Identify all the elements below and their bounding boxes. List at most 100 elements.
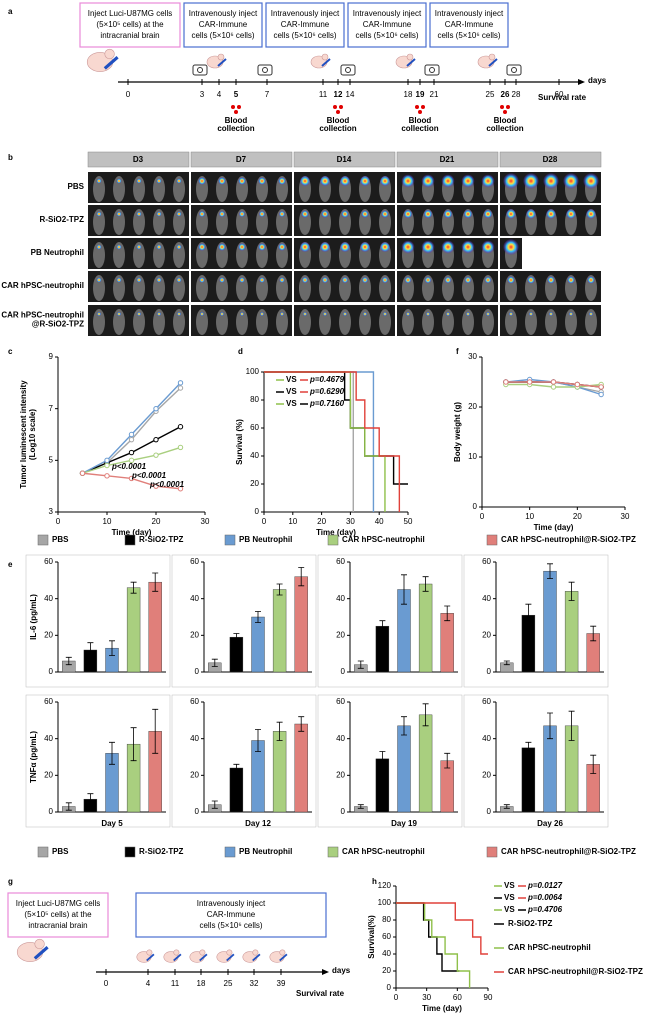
- mouse-image: [113, 176, 125, 202]
- signal-blob: [279, 277, 285, 283]
- box-text: cells (5×10⁶ cells): [355, 31, 418, 40]
- y-tick-label: 60: [190, 697, 199, 706]
- signal-blob: [583, 173, 599, 189]
- signal-blob: [441, 174, 455, 188]
- box-text: Intravenously inject: [189, 9, 258, 18]
- box-text: cells (5×10⁶ cells): [199, 921, 262, 930]
- signal-blob: [156, 244, 162, 250]
- blood-label: collection: [319, 124, 356, 133]
- syringe-icon: [252, 953, 261, 962]
- error-bar: [130, 581, 137, 594]
- error-bar: [65, 802, 72, 811]
- bar: [397, 725, 411, 813]
- blood-drop: [421, 105, 425, 109]
- bar: [272, 589, 287, 673]
- y-tick-label: 60: [336, 697, 345, 706]
- error-bar: [444, 605, 451, 622]
- protocol-box: [265, 2, 345, 48]
- panel-label: b: [8, 153, 13, 162]
- signal-blob: [156, 277, 162, 283]
- panel-label: c: [8, 347, 13, 356]
- signal-blob: [546, 209, 556, 219]
- mouse-icon: [226, 949, 233, 956]
- legend-swatch: [124, 846, 136, 858]
- row-label: @R-SiO2-TPZ: [32, 320, 84, 329]
- y-tick-label: 40: [482, 734, 491, 743]
- day-label: 26: [501, 90, 510, 99]
- error-bar: [525, 603, 532, 627]
- legend-label: CAR hPSC-neutrophil@R-SiO2-TPZ: [508, 967, 643, 976]
- box-text: CAR-Immune: [363, 20, 412, 29]
- y-tick-label: 40: [336, 734, 345, 743]
- signal-blob: [136, 211, 142, 217]
- y-tick-label: 20: [482, 770, 491, 779]
- camera-icon: [257, 64, 273, 76]
- signal-blob: [218, 210, 226, 218]
- data-point: [177, 380, 184, 386]
- mouse-icon: [406, 53, 414, 61]
- p-value: p=0.4679: [309, 375, 345, 384]
- bar: [543, 570, 557, 673]
- signal-blob: [156, 211, 162, 217]
- day-label: 25: [224, 979, 233, 988]
- column-label: D7: [236, 155, 247, 164]
- y-tick-label: 9: [49, 352, 54, 361]
- subplot-frame: [463, 554, 609, 688]
- legend-label: CAR hPSC-neutrophil@R-SiO2-TPZ: [501, 847, 636, 856]
- signal-blob: [238, 177, 246, 185]
- mouse-image: [565, 309, 577, 335]
- data-point: [550, 384, 557, 390]
- mouse-icon: [199, 949, 206, 956]
- y-tick-label: 20: [482, 630, 491, 639]
- signal-blob: [569, 312, 573, 316]
- day-label: 0: [104, 979, 109, 988]
- day-label: 18: [404, 90, 413, 99]
- syringe-icon: [321, 58, 331, 67]
- legend-swatch: [37, 846, 49, 858]
- error-bar: [525, 741, 532, 754]
- y-tick-label: 20: [468, 402, 477, 411]
- signal-blob: [156, 178, 162, 184]
- signal-blob: [363, 312, 367, 316]
- camera-icon: [424, 64, 440, 76]
- signal-blob: [299, 241, 311, 253]
- y-tick-label: 20: [190, 630, 199, 639]
- signal-blob: [96, 277, 102, 283]
- syringe-icon: [173, 953, 182, 962]
- error-bar: [152, 708, 159, 754]
- comparison-label: VS: [504, 893, 515, 902]
- error-bar: [503, 804, 510, 809]
- mouse-image: [173, 309, 185, 335]
- mouse-image: [153, 242, 165, 268]
- day-label: 5: [234, 90, 239, 99]
- bar: [418, 714, 433, 813]
- signal-blob: [509, 312, 513, 316]
- data-point: [153, 436, 159, 443]
- mouse-icon: [173, 949, 180, 956]
- error-bar: [590, 754, 597, 774]
- data-point: [598, 384, 604, 390]
- signal-blob: [426, 312, 430, 316]
- y-tick-label: 20: [336, 630, 345, 639]
- signal-blob: [379, 175, 391, 187]
- mouse-image: [93, 242, 105, 268]
- mouse-icon: [321, 53, 329, 61]
- y-tick-label: 40: [44, 594, 53, 603]
- y-axis-label: Survival (%): [235, 419, 244, 465]
- x-axis-label: Time (day): [112, 528, 152, 537]
- signal-blob: [481, 240, 495, 254]
- legend-swatch: [486, 534, 498, 546]
- day-label: 7: [265, 90, 270, 99]
- data-point: [177, 424, 184, 430]
- signal-blob: [136, 178, 142, 184]
- day-label: 25: [486, 90, 495, 99]
- x-axis-label: Time (day): [534, 523, 574, 532]
- mouse-image: [133, 242, 145, 268]
- signal-blob: [523, 173, 539, 189]
- mouse-image: [422, 309, 434, 335]
- day-label: 19: [416, 90, 425, 99]
- signal-blob: [238, 210, 246, 218]
- bar: [418, 583, 433, 673]
- signal-blob: [589, 312, 593, 316]
